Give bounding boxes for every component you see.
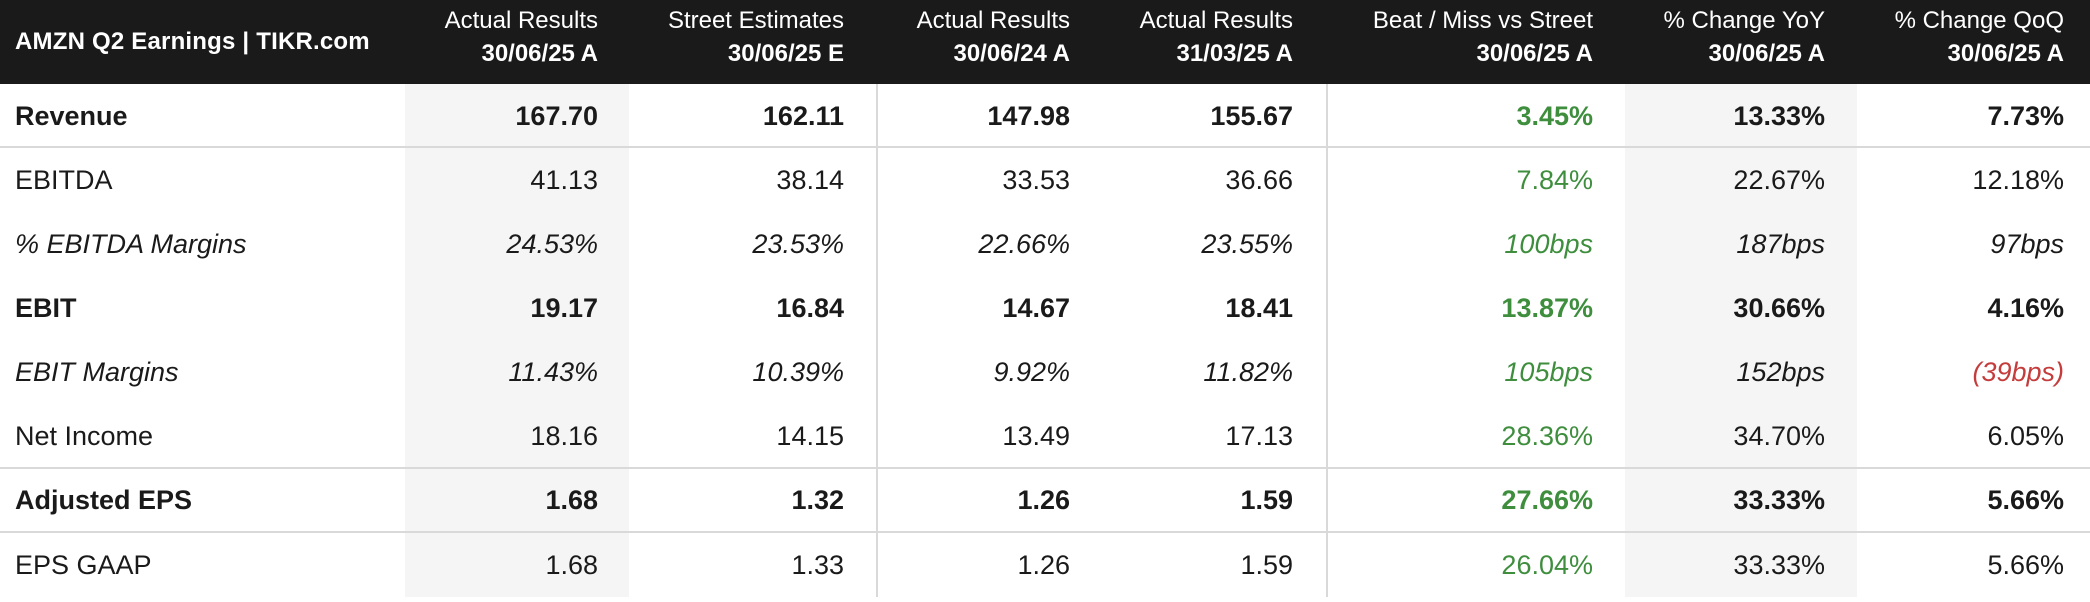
cell-actual-q1-25: 1.59 <box>1240 484 1293 515</box>
cell-street-estimate: 1.33 <box>791 549 844 580</box>
cell-actual-q2-24: 1.26 <box>1017 549 1070 580</box>
cell-actual-q2-25: 24.53% <box>506 228 598 259</box>
cell-beat-miss: 105bps <box>1504 356 1593 387</box>
cell-change-qoq: 97bps <box>1990 228 2064 259</box>
cell-actual-q1-25: 11.82% <box>1203 356 1293 387</box>
row-divider <box>0 146 2090 148</box>
cell-actual-q2-25: 167.70 <box>515 100 598 131</box>
table-row-ebitda-margins: % EBITDA Margins 24.53% 23.53% 22.66% 23… <box>0 212 2090 276</box>
cell-change-yoy: 33.33% <box>1733 484 1825 515</box>
cell-street-estimate: 1.32 <box>791 484 844 515</box>
cell-beat-miss: 7.84% <box>1516 164 1593 195</box>
cell-actual-q1-25: 23.55% <box>1201 228 1293 259</box>
cell-change-qoq: 5.66% <box>1987 549 2064 580</box>
cell-street-estimate: 14.15 <box>776 420 844 451</box>
column-header-change-qoq: % Change QoQ 30/06/25 A <box>1894 7 2064 67</box>
row-label: EBIT Margins <box>15 356 179 387</box>
cell-actual-q2-24: 147.98 <box>987 100 1070 131</box>
cell-actual-q2-25: 11.43% <box>508 356 598 387</box>
cell-beat-miss: 28.36% <box>1501 420 1593 451</box>
cell-actual-q2-25: 19.17 <box>530 292 598 323</box>
table-row-net-income: Net Income 18.16 14.15 13.49 17.13 28.36… <box>0 404 2090 468</box>
cell-actual-q1-25: 17.13 <box>1225 420 1293 451</box>
cell-change-yoy: 30.66% <box>1733 292 1825 323</box>
cell-street-estimate: 10.39% <box>752 356 844 387</box>
table-row-eps-gaap: EPS GAAP 1.68 1.33 1.26 1.59 26.04% 33.3… <box>0 533 2090 597</box>
cell-actual-q2-24: 1.26 <box>1017 484 1070 515</box>
column-header-actual-q2-25: Actual Results 30/06/25 A <box>444 7 598 67</box>
cell-street-estimate: 23.53% <box>752 228 844 259</box>
cell-beat-miss: 100bps <box>1504 228 1593 259</box>
row-divider <box>0 531 2090 533</box>
cell-change-yoy: 22.67% <box>1733 164 1825 195</box>
row-divider <box>0 467 2090 469</box>
row-label: EBIT <box>15 292 77 323</box>
cell-change-qoq: 12.18% <box>1972 164 2064 195</box>
cell-actual-q2-25: 18.16 <box>530 420 598 451</box>
cell-change-qoq: 5.66% <box>1987 484 2064 515</box>
cell-actual-q1-25: 36.66 <box>1225 164 1293 195</box>
cell-change-yoy: 13.33% <box>1733 100 1825 131</box>
table-row-revenue: Revenue 167.70 162.11 147.98 155.67 3.45… <box>0 84 2090 148</box>
row-label: Net Income <box>15 420 154 451</box>
cell-actual-q2-25: 1.68 <box>545 549 598 580</box>
table-row-ebitda: EBITDA 41.13 38.14 33.53 36.66 7.84% 22.… <box>0 148 2090 212</box>
cell-actual-q2-24: 33.53 <box>1002 164 1070 195</box>
row-label: EPS GAAP <box>15 549 152 580</box>
shaded-column-yoy <box>1625 84 1857 597</box>
cell-actual-q2-24: 9.92% <box>993 356 1070 387</box>
cell-beat-miss: 26.04% <box>1501 549 1593 580</box>
column-header-actual-q1-25: Actual Results 31/03/25 A <box>1139 7 1293 67</box>
column-divider <box>876 84 878 597</box>
table-title: AMZN Q2 Earnings | TIKR.com <box>15 28 370 55</box>
cell-actual-q2-24: 13.49 <box>1002 420 1070 451</box>
cell-beat-miss: 3.45% <box>1516 100 1593 131</box>
cell-street-estimate: 38.14 <box>776 164 844 195</box>
column-header-change-yoy: % Change YoY 30/06/25 A <box>1663 7 1825 67</box>
shaded-column-actual <box>405 84 629 597</box>
cell-street-estimate: 162.11 <box>762 100 844 131</box>
table-row-ebit-margins: EBIT Margins 11.43% 10.39% 9.92% 11.82% … <box>0 340 2090 404</box>
cell-actual-q1-25: 1.59 <box>1240 549 1293 580</box>
row-label: Adjusted EPS <box>15 484 193 515</box>
column-header-beat-miss: Beat / Miss vs Street 30/06/25 A <box>1372 7 1593 67</box>
cell-change-qoq: 7.73% <box>1987 100 2064 131</box>
cell-change-qoq: 6.05% <box>1987 420 2064 451</box>
column-header-actual-q2-24: Actual Results 30/06/24 A <box>916 7 1070 67</box>
cell-actual-q1-25: 155.67 <box>1210 100 1293 131</box>
cell-change-yoy: 33.33% <box>1733 549 1825 580</box>
cell-actual-q2-24: 14.67 <box>1002 292 1070 323</box>
cell-actual-q2-25: 41.13 <box>530 164 598 195</box>
cell-change-yoy: 187bps <box>1736 228 1825 259</box>
cell-actual-q1-25: 18.41 <box>1225 292 1293 323</box>
cell-street-estimate: 16.84 <box>776 292 844 323</box>
cell-actual-q2-25: 1.68 <box>545 484 598 515</box>
table-row-ebit: EBIT 19.17 16.84 14.67 18.41 13.87% 30.6… <box>0 276 2090 340</box>
cell-change-qoq: (39bps) <box>1972 356 2064 387</box>
cell-beat-miss: 27.66% <box>1501 484 1593 515</box>
cell-change-yoy: 34.70% <box>1733 420 1825 451</box>
row-label: EBITDA <box>15 164 113 195</box>
row-label: Revenue <box>15 100 128 131</box>
column-header-street-estimates: Street Estimates 30/06/25 E <box>667 7 844 67</box>
cell-change-yoy: 152bps <box>1736 356 1825 387</box>
column-divider <box>1326 84 1328 597</box>
row-label: % EBITDA Margins <box>15 228 247 259</box>
cell-actual-q2-24: 22.66% <box>978 228 1070 259</box>
cell-change-qoq: 4.16% <box>1987 292 2064 323</box>
cell-beat-miss: 13.87% <box>1501 292 1593 323</box>
table-row-adjusted-eps: Adjusted EPS 1.68 1.32 1.26 1.59 27.66% … <box>0 468 2090 532</box>
table-header: AMZN Q2 Earnings | TIKR.com Actual Resul… <box>0 0 2090 84</box>
